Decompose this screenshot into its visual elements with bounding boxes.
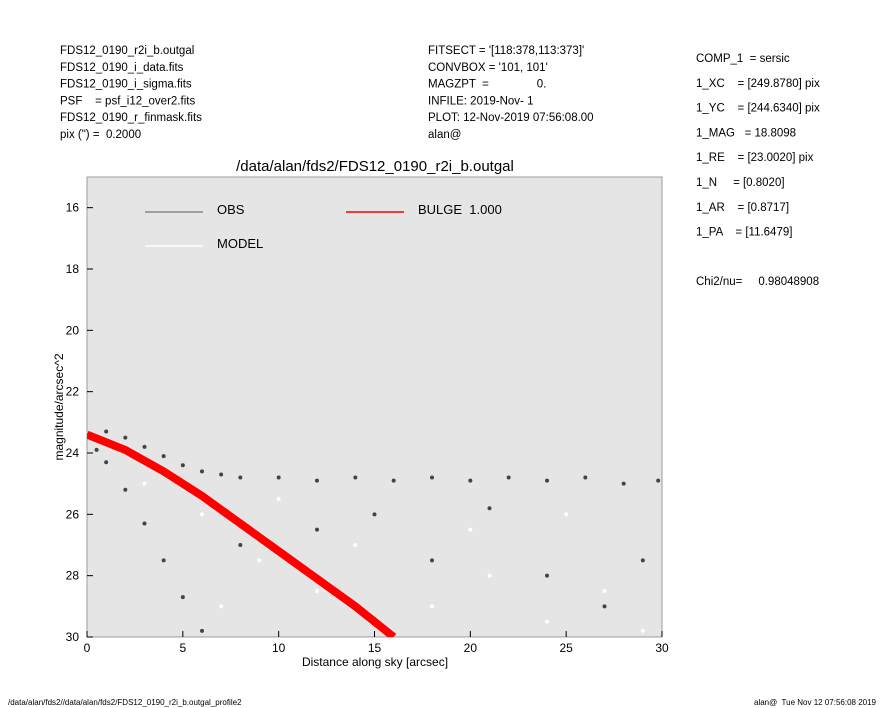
data-point	[468, 527, 473, 532]
data-point	[219, 604, 224, 609]
header-right-line: 1_MAG = 18.8098	[696, 127, 796, 139]
header-middle-line: PLOT: 12-Nov-2019 07:56:08.00	[428, 112, 594, 124]
data-point	[468, 478, 473, 483]
data-point	[602, 604, 607, 609]
header-left-line: pix (") = 0.2000	[60, 129, 141, 141]
data-point	[487, 506, 492, 511]
data-point	[104, 460, 109, 465]
data-point	[94, 447, 99, 452]
y-tick-label: 16	[66, 201, 80, 215]
y-tick-label: 28	[66, 569, 80, 583]
header-right-line: 1_RE = [23.0020] pix	[696, 152, 814, 164]
data-point	[180, 595, 185, 600]
data-point	[353, 475, 358, 480]
x-tick-label: 15	[368, 641, 382, 655]
header-middle-line: INFILE: 2019-Nov- 1	[428, 95, 533, 107]
y-tick-label: 26	[66, 507, 80, 521]
data-point	[545, 619, 549, 624]
data-point	[315, 589, 319, 593]
data-point	[200, 628, 204, 633]
header-left-line: FDS12_0190_i_data.fits	[60, 62, 184, 74]
header-right-line: 1_PA = [11.6479]	[696, 227, 792, 239]
legend-label: BULGE 1.000	[418, 202, 502, 217]
header-left-line: PSF = psf_i12_over2.fits	[60, 95, 195, 107]
data-point	[123, 435, 128, 440]
data-point	[142, 521, 147, 526]
data-point	[200, 469, 204, 474]
header-right-line: 1_AR = [0.8717]	[696, 202, 789, 214]
y-axis-label: magnitude/arcsec^2	[52, 353, 66, 460]
chart-title: /data/alan/fds2/FDS12_0190_r2i_b.outgal	[236, 158, 514, 175]
data-point	[142, 444, 147, 449]
data-point	[430, 604, 434, 609]
y-tick-label: 30	[66, 630, 80, 644]
data-point	[487, 573, 492, 578]
data-point	[200, 512, 204, 517]
x-tick-label: 30	[655, 641, 669, 655]
data-point	[161, 454, 166, 459]
legend-label: MODEL	[217, 236, 263, 251]
header-middle-line: FITSECT = '[118:378,113:373]'	[428, 45, 584, 57]
x-tick-label: 0	[84, 641, 91, 655]
data-point	[602, 589, 607, 593]
header-left-line: FDS12_0190_r_finmask.fits	[60, 112, 202, 124]
header-left-line: FDS12_0190_r2i_b.outgal	[60, 45, 194, 57]
data-point	[621, 481, 626, 486]
x-tick-label: 5	[179, 641, 186, 655]
data-point	[564, 512, 569, 517]
footer-right: alan@ Tue Nov 12 07:56:08 2019	[754, 698, 877, 707]
header-right-line: 1_N = [0.8020]	[696, 177, 785, 189]
x-tick-label: 10	[272, 641, 286, 655]
data-point	[372, 512, 377, 517]
y-tick-label: 22	[66, 385, 80, 399]
data-point	[640, 558, 645, 563]
data-point	[238, 475, 243, 480]
data-point	[257, 558, 262, 563]
header-middle-line: CONVBOX = '101, 101'	[428, 62, 548, 74]
y-tick-label: 24	[66, 446, 80, 460]
header-middle-line: alan@	[428, 129, 461, 141]
data-point	[430, 558, 434, 563]
data-point	[545, 573, 549, 578]
header-right-line: COMP_1 = sersic	[696, 53, 790, 65]
header-middle-line: MAGZPT = 0.	[428, 79, 546, 91]
data-point	[391, 478, 396, 483]
header-right-line: 1_XC = [249.8780] pix	[696, 78, 820, 90]
x-tick-label: 25	[559, 641, 573, 655]
data-point	[583, 475, 588, 480]
data-point	[315, 478, 319, 483]
data-point	[545, 478, 549, 483]
data-point	[219, 472, 224, 477]
data-point	[238, 543, 243, 547]
model-curve	[87, 430, 397, 637]
data-point	[123, 487, 128, 492]
data-point	[104, 429, 109, 434]
footer-left: /data/alan/fds2//data/alan/fds2/FDS12_01…	[8, 698, 242, 707]
x-axis-label: Distance along sky [arcsec]	[302, 655, 448, 669]
header-left-line: FDS12_0190_i_sigma.fits	[60, 79, 192, 91]
data-point	[353, 543, 358, 547]
x-tick-label: 20	[464, 641, 478, 655]
data-point	[506, 475, 511, 480]
header-right-line: 1_YC = [244.6340] pix	[696, 103, 820, 115]
y-tick-label: 20	[66, 323, 80, 337]
data-point	[640, 628, 645, 633]
data-point	[315, 527, 319, 532]
data-point	[656, 478, 661, 483]
data-point	[430, 475, 434, 480]
data-point	[276, 497, 281, 501]
legend-label: OBS	[217, 202, 245, 217]
data-point	[180, 463, 185, 468]
data-point	[142, 481, 147, 486]
y-tick-label: 18	[66, 262, 80, 276]
data-point	[276, 475, 281, 480]
data-point	[161, 558, 166, 563]
chi-square: Chi2/nu= 0.98048908	[696, 276, 819, 288]
plot-area	[86, 176, 663, 638]
